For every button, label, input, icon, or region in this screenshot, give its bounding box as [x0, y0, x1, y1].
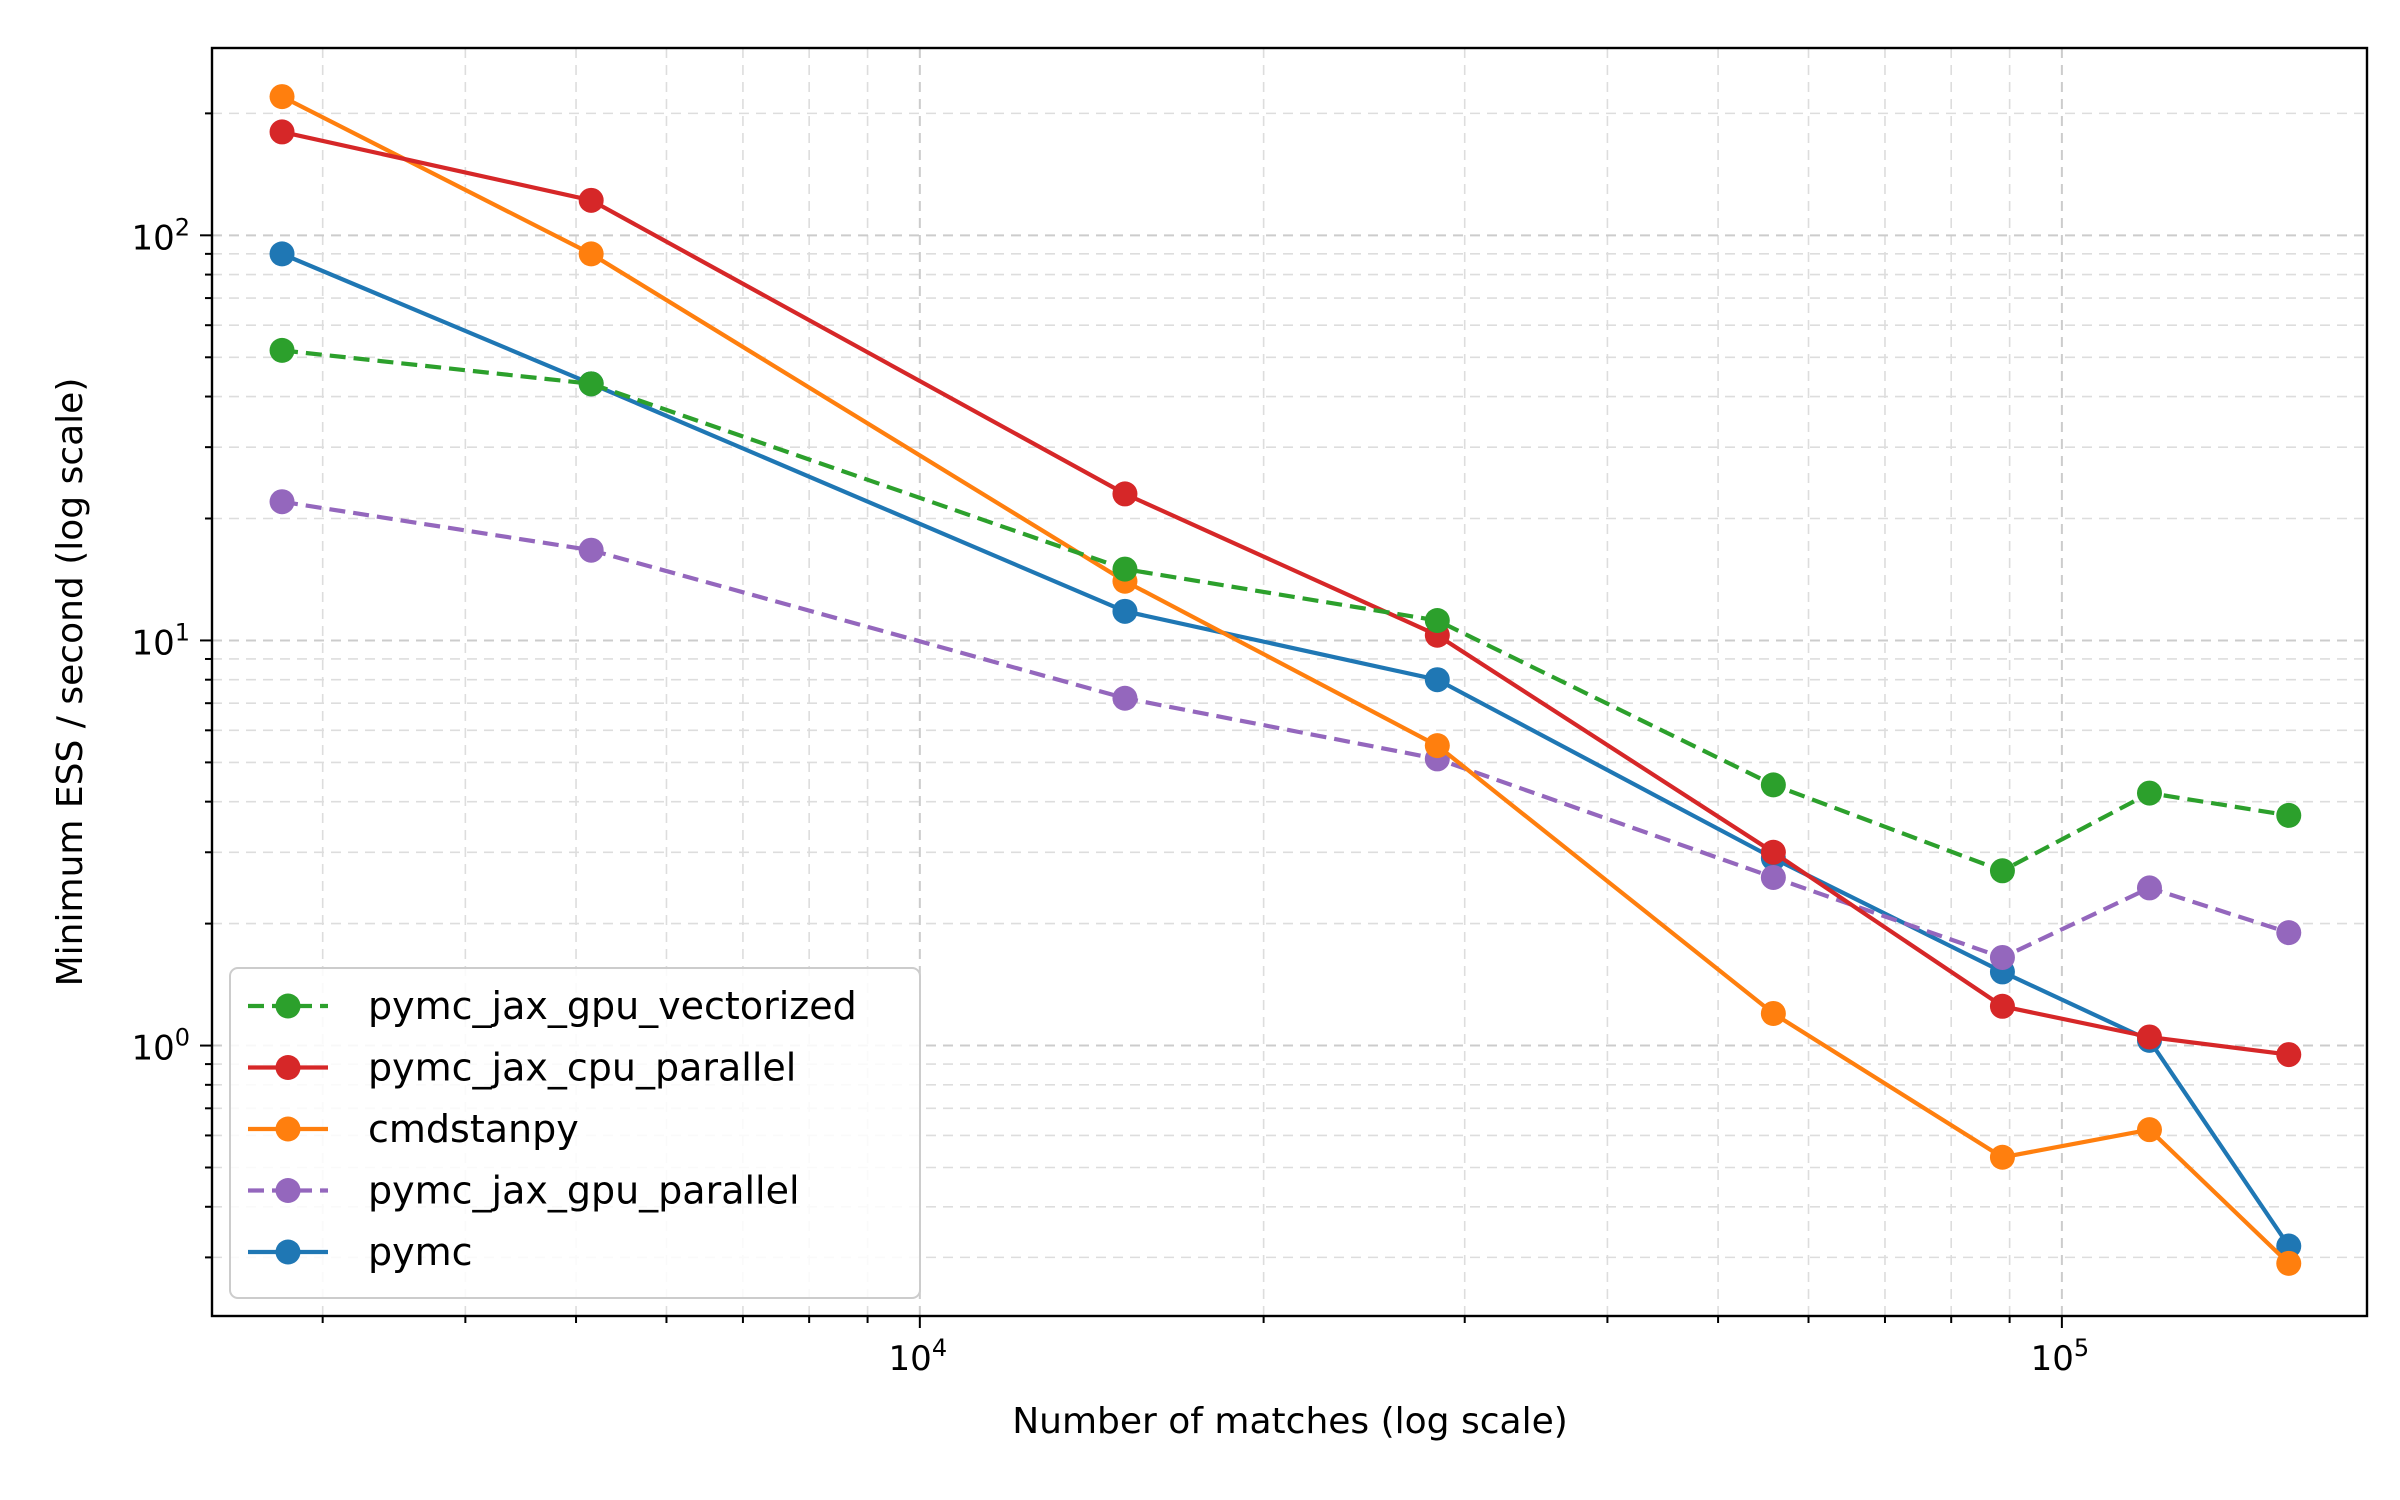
- data-point-cmdstanpy: [1424, 733, 1450, 759]
- legend-box: [229, 967, 921, 1299]
- data-point-pymc-jax-cpu-parallel: [1989, 993, 2015, 1019]
- legend-swatch-marker-pymc-jax-gpu-vectorized: [275, 993, 301, 1019]
- legend: pymc_jax_gpu_vectorized pymc_jax_cpu_para…: [229, 967, 921, 1299]
- data-point-pymc-jax-cpu-parallel: [2276, 1042, 2302, 1068]
- y-tick-label: 101: [131, 618, 190, 663]
- data-point-pymc-jax-cpu-parallel: [1760, 839, 1786, 865]
- data-point-pymc-jax-gpu-vectorized: [1112, 556, 1138, 582]
- data-point-pymc-jax-cpu-parallel: [269, 119, 295, 145]
- data-point-pymc-jax-gpu-parallel: [2276, 920, 2302, 946]
- data-point-pymc-jax-cpu-parallel: [1112, 481, 1138, 507]
- plot-frame: [210, 46, 2369, 1318]
- data-point-cmdstanpy: [1989, 1144, 2015, 1170]
- x-tick-label: 105: [2031, 1334, 2090, 1379]
- series-line-pymc-jax-cpu-parallel: [281, 129, 2290, 1057]
- legend-swatch-marker-pymc-jax-cpu-parallel: [275, 1055, 301, 1080]
- data-point-pymc-jax-gpu-vectorized: [1760, 772, 1786, 798]
- data-point-cmdstanpy: [2276, 1250, 2302, 1276]
- x-axis-label: Number of matches (log scale): [1012, 1401, 1568, 1442]
- data-point-pymc: [1112, 598, 1138, 624]
- data-point-pymc-jax-gpu-parallel: [1112, 685, 1138, 711]
- data-point-pymc: [269, 241, 295, 267]
- data-point-pymc-jax-gpu-vectorized: [578, 371, 604, 397]
- legend-label-pymc-jax-cpu-parallel: pymc_jax_cpu_parallel: [368, 1046, 796, 1090]
- series-line-pymc: [281, 251, 2291, 1248]
- legend-label-pymc: pymc: [368, 1230, 473, 1274]
- data-point-pymc-jax-gpu-parallel: [1760, 864, 1786, 890]
- data-point-pymc-jax-gpu-parallel: [269, 489, 295, 515]
- y-axis-label: Minimum ESS / second (log scale): [50, 378, 91, 987]
- data-point-cmdstanpy: [578, 241, 604, 267]
- x-tick-label: 104: [889, 1334, 948, 1379]
- data-point-cmdstanpy: [2136, 1117, 2162, 1143]
- legend-swatch-marker-pymc-jax-gpu-parallel: [275, 1178, 301, 1203]
- data-point-cmdstanpy: [1760, 1000, 1786, 1026]
- data-point-pymc-jax-gpu-vectorized: [1424, 608, 1450, 634]
- legend-label-cmdstanpy: cmdstanpy: [368, 1107, 579, 1151]
- y-tick-label: 102: [131, 213, 190, 258]
- data-point-pymc-jax-gpu-vectorized: [1989, 858, 2015, 884]
- legend-label-pymc-jax-gpu-vectorized: pymc_jax_gpu_vectorized: [368, 984, 857, 1028]
- series-line-cmdstanpy: [281, 94, 2291, 1265]
- tick-layer: 104 105 100 101 102: [131, 112, 2090, 1379]
- data-point-pymc-jax-gpu-parallel: [1989, 944, 2015, 970]
- legend-label-pymc-jax-gpu-parallel: pymc_jax_gpu_parallel: [368, 1169, 800, 1213]
- data-point-pymc: [1424, 667, 1450, 693]
- data-point-pymc-jax-gpu-parallel: [578, 537, 604, 563]
- data-point-pymc-jax-gpu-vectorized: [2136, 780, 2162, 806]
- legend-swatch-marker-pymc: [275, 1239, 301, 1265]
- series-line-pymc-jax-gpu-vectorized: [281, 348, 2290, 873]
- data-point-pymc-jax-cpu-parallel: [2136, 1024, 2162, 1050]
- data-point-pymc: [2276, 1233, 2302, 1259]
- y-tick-label: 100: [131, 1024, 190, 1069]
- data-point-pymc-jax-gpu-vectorized: [269, 337, 295, 363]
- data-point-pymc-jax-gpu-vectorized: [2276, 802, 2302, 828]
- data-point-pymc-jax-gpu-parallel: [2136, 875, 2162, 901]
- data-point-pymc-jax-cpu-parallel: [578, 187, 604, 213]
- legend-swatch-marker-cmdstanpy: [275, 1116, 301, 1142]
- data-point-cmdstanpy: [269, 84, 295, 110]
- series-layer: [269, 84, 2302, 1276]
